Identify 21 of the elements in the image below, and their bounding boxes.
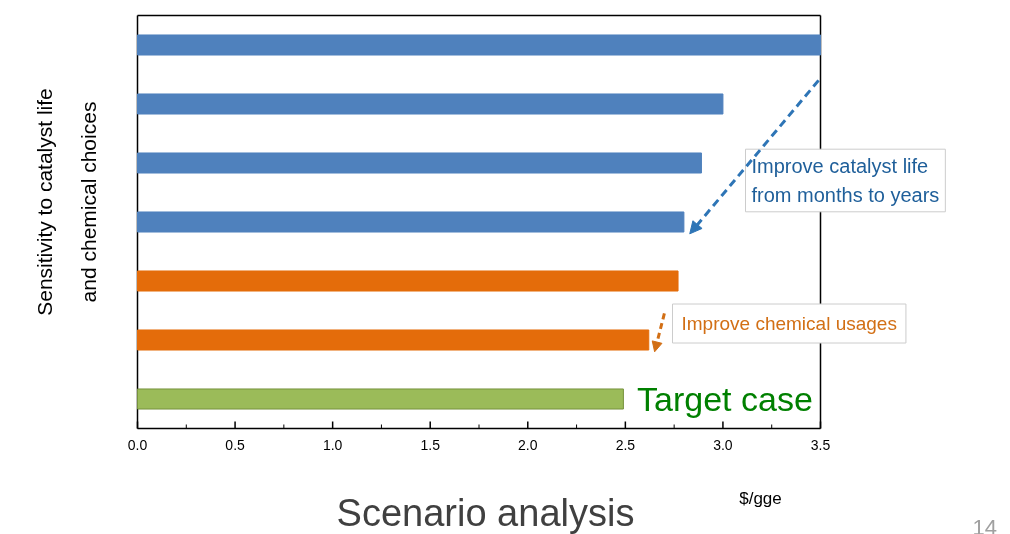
x-tick-label: 0.0 [127,436,148,453]
text: 14 [972,514,997,534]
y-axis-title: Sensitivity to catalyst life and chemical choices [33,88,100,316]
x-tick-label: 1.5 [420,436,441,453]
x-axis-title: $/gge [739,489,782,508]
bar [137,388,624,410]
bar [137,211,685,233]
x-tick-label: 2.0 [518,436,538,453]
annotation: Improve chemical usages [681,313,897,334]
x-tick-label: 1.0 [322,436,343,453]
bar [137,152,702,174]
bar [137,34,821,56]
annotation: Improve catalyst life from months to years [751,155,940,206]
bar [137,93,724,115]
x-tick-label: 3.0 [713,436,733,453]
x-tick-label: 2.5 [615,436,636,453]
annotation: Target case [637,380,813,418]
x-tick-label: 3.5 [810,436,831,453]
text: Scenario analysis [336,491,635,534]
bar [137,270,679,292]
x-tick-label: 0.5 [225,436,246,453]
